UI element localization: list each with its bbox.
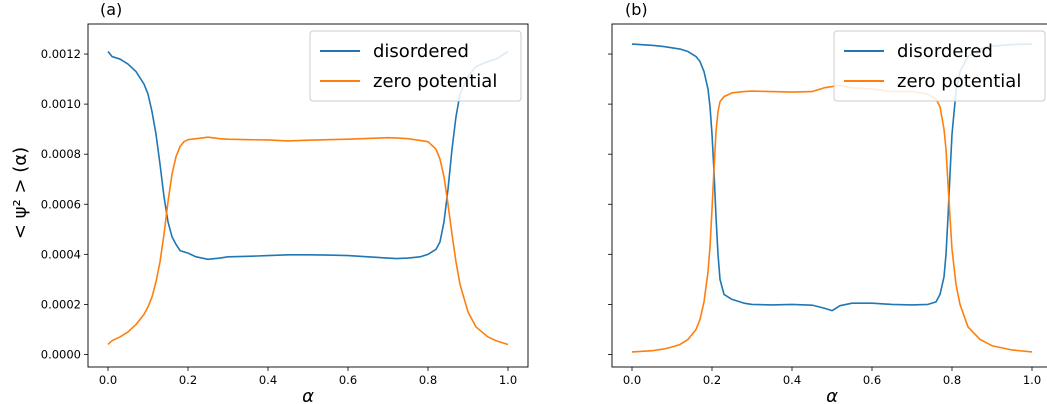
panel-a-ytick-label: 0.0004 (41, 247, 81, 261)
panel-a-legend-box (309, 30, 522, 102)
panel-b-xtick-label: 0.4 (783, 373, 801, 387)
panel-b-series-zero-potential (631, 84, 1033, 353)
panel-a-ticks: 0.0 0.2 0.4 0.6 0.8 1.0 0.0000 0.0002 0.0004 0.00… (41, 47, 517, 387)
panel-b-legend-label-zero-potential: zero potential (897, 71, 1021, 92)
panel-b-xtick-label: 0.6 (863, 373, 881, 387)
panel-b-series-disordered (631, 43, 1033, 312)
panel-a-ytick-label: 0.0008 (41, 147, 81, 161)
panel-a-xtick-label: 0.8 (419, 373, 437, 387)
panel-a-series-disordered (107, 50, 509, 261)
panel-a-legend: disordered zero potential (309, 30, 522, 102)
panel-b-xtick-label: 0.2 (703, 373, 721, 387)
panel-a-ytick-label: 0.0002 (41, 297, 81, 311)
panel-a-xtick-label: 0.4 (259, 373, 277, 387)
panel-a-ytick-label: 0.0006 (41, 197, 81, 211)
panel-a-xtick-label: 0.2 (179, 373, 197, 387)
panel-b-xtick-label: 0.8 (943, 373, 961, 387)
panel-b-xtick-label: 1.0 (1023, 373, 1041, 387)
panel-a-ytick-label: 0.0012 (41, 47, 81, 61)
panel-a-xtick-label: 0.0 (99, 373, 117, 387)
panel-b-legend-label-disordered: disordered (897, 41, 993, 62)
panel-b-legend: disordered zero potential (833, 30, 1046, 102)
panel-a-xtick-label: 1.0 (499, 373, 517, 387)
panel-a-frame (87, 23, 529, 368)
panel-b-xtick-label: 0.0 (623, 373, 641, 387)
panel-b-frame (611, 23, 1047, 368)
panel-a-legend-label-zero-potential: zero potential (373, 71, 497, 92)
panel-a-label: (a) (100, 0, 122, 19)
panel-a-lines (107, 50, 509, 346)
panel-a-ytick-label: 0.0010 (41, 97, 81, 111)
panel-b-label: (b) (625, 0, 648, 19)
panel-a: (a) 0.0 0.2 0.4 0.6 0.8 1.0 0.0000 0.0002 0.0004… (41, 0, 529, 404)
panel-b: (b) 0.0 0.2 0.4 0.6 0.8 1.0 disordered zero p… (608, 0, 1047, 404)
panel-a-series-zero-potential (107, 136, 509, 346)
panel-b-x-axis-label: α (826, 386, 838, 404)
panel-a-x-axis-label: α (302, 386, 314, 404)
panel-a-xtick-label: 0.6 (339, 373, 357, 387)
panel-a-ytick-label: 0.0000 (41, 347, 81, 361)
panel-b-lines (631, 43, 1033, 353)
panel-a-legend-label-disordered: disordered (373, 41, 469, 62)
panel-b-legend-box (833, 30, 1046, 102)
panel-b-ticks: 0.0 0.2 0.4 0.6 0.8 1.0 (608, 53, 1041, 387)
y-axis-label: < ψ² > (α) (10, 147, 31, 239)
